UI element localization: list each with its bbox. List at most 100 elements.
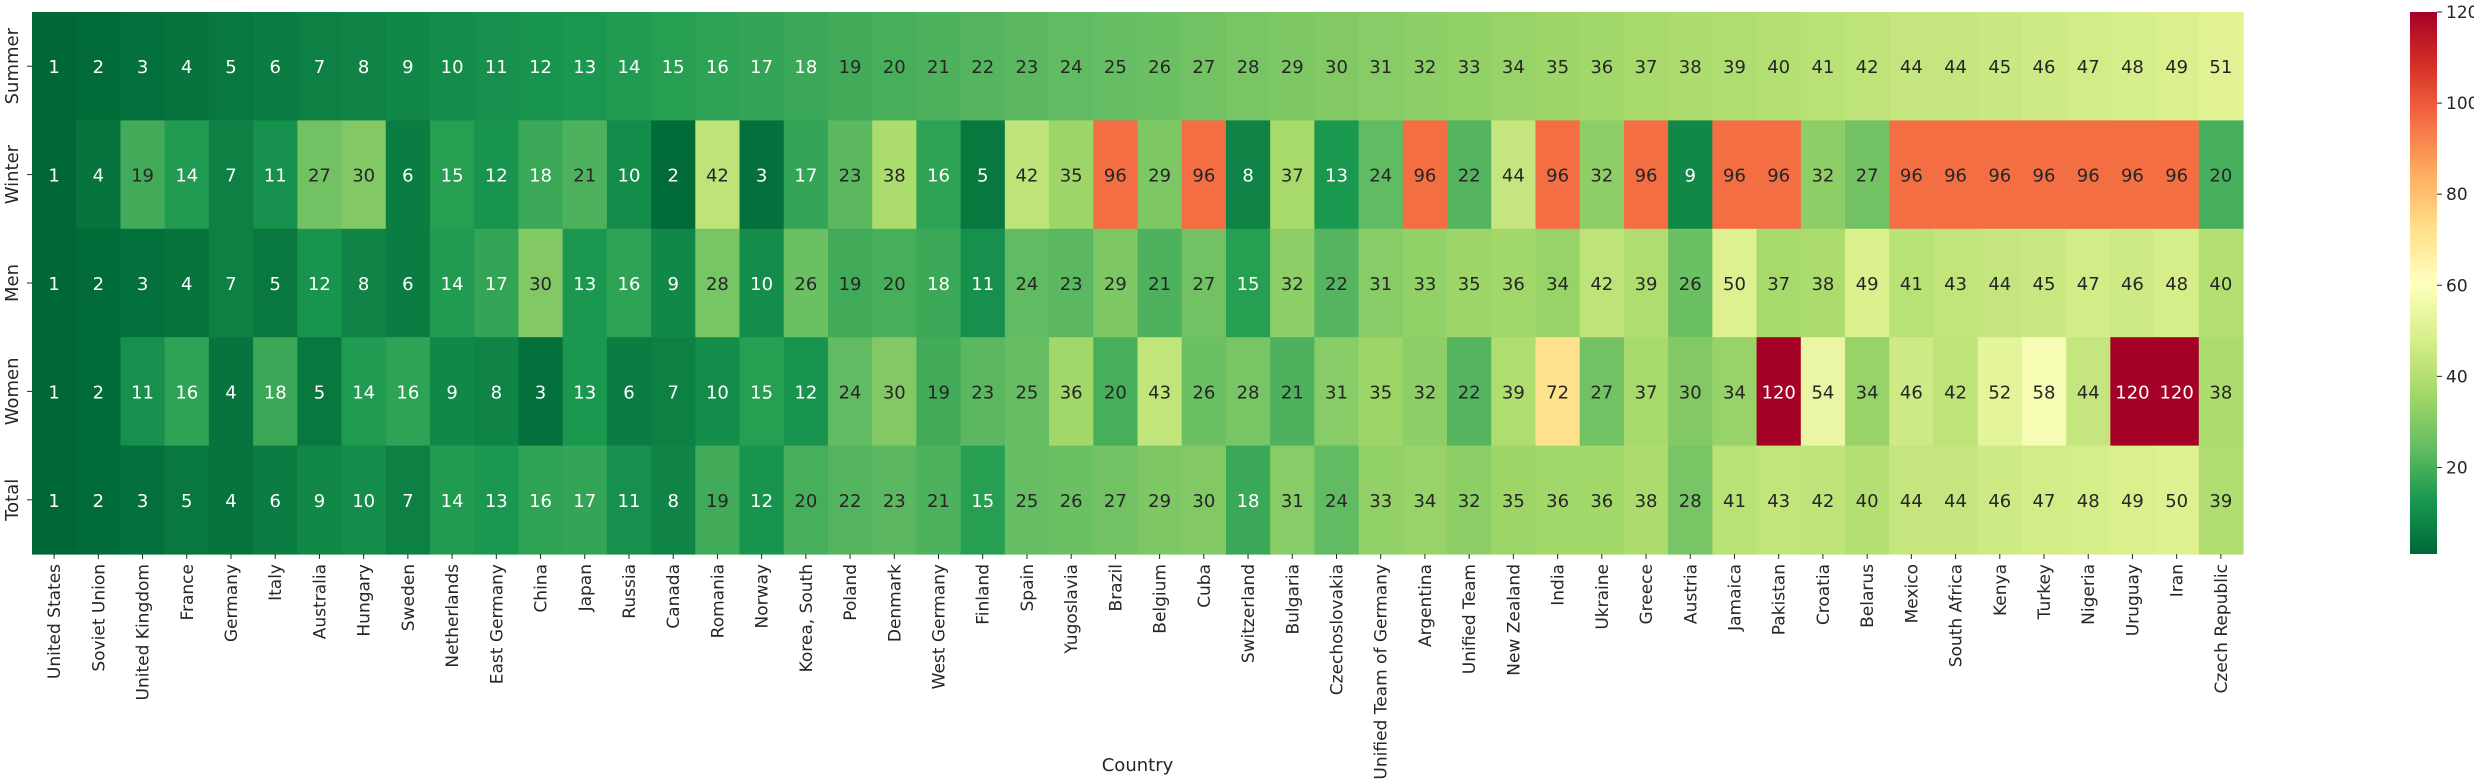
- heatmap-cell: [2198, 228, 2244, 338]
- heatmap-cell: [1314, 228, 1360, 338]
- heatmap-cell: [916, 12, 962, 121]
- heatmap-cell: [341, 120, 387, 230]
- heatmap-cell: [1845, 337, 1890, 447]
- cell-value-label: 20: [1104, 382, 1127, 403]
- cell-value-label: 24: [1015, 274, 1038, 295]
- cell-value-label: 15: [750, 382, 773, 403]
- cell-value-label: 17: [750, 57, 773, 78]
- heatmap-cell: [518, 228, 564, 338]
- heatmap-cell: [208, 228, 254, 338]
- heatmap-cell: [606, 120, 652, 230]
- cell-value-label: 20: [794, 491, 817, 512]
- cell-value-label: 4: [181, 57, 192, 78]
- heatmap-cell: [739, 445, 785, 555]
- cell-value-label: 49: [2165, 57, 2188, 78]
- heatmap-cell: [1270, 120, 1315, 230]
- cell-value-label: 14: [618, 57, 641, 78]
- cell-value-label: 5: [181, 491, 192, 512]
- cell-value-label: 16: [175, 382, 198, 403]
- heatmap-cell: [739, 337, 785, 447]
- heatmap-cell: [739, 120, 785, 230]
- heatmap-cell: [651, 337, 696, 447]
- column-label: Russia: [620, 564, 640, 619]
- cell-value-label: 30: [1192, 491, 1215, 512]
- cell-value-label: 32: [1811, 166, 1834, 187]
- cell-value-label: 12: [529, 57, 552, 78]
- cell-value-label: 20: [883, 274, 906, 295]
- column-label: Sweden: [399, 564, 419, 631]
- cell-value-label: 44: [1988, 274, 2011, 295]
- cell-value-label: 30: [529, 274, 552, 295]
- row-label: Summer: [2, 27, 23, 104]
- column-label: Netherlands: [443, 564, 463, 668]
- heatmap-cell: [253, 12, 298, 121]
- heatmap-cell: [429, 228, 475, 338]
- cell-value-label: 44: [1944, 491, 1967, 512]
- heatmap-cell: [1358, 228, 1404, 338]
- cell-value-label: 29: [1281, 57, 1304, 78]
- column-label: China: [532, 564, 552, 613]
- cell-value-label: 4: [225, 491, 236, 512]
- heatmap-cell: [1800, 445, 1846, 555]
- heatmap-cell: [385, 337, 431, 447]
- heatmap-cell: [1004, 445, 1050, 555]
- cell-value-label: 27: [1104, 491, 1127, 512]
- heatmap-cell: [960, 445, 1006, 555]
- cell-value-label: 23: [1015, 57, 1038, 78]
- heatmap-cell: [1889, 120, 1935, 230]
- heatmap-cell: [518, 12, 564, 121]
- cell-value-label: 49: [1856, 274, 1879, 295]
- cell-value-label: 50: [1723, 274, 1746, 295]
- heatmap-cell: [1491, 337, 1537, 447]
- heatmap-cell: [695, 337, 741, 447]
- cell-value-label: 27: [1856, 166, 1879, 187]
- heatmap-cell: [1668, 12, 1713, 121]
- heatmap-cell: [1093, 120, 1139, 230]
- heatmap-cell: [164, 228, 210, 338]
- cell-value-label: 8: [667, 491, 678, 512]
- column-label: Italy: [266, 564, 286, 601]
- heatmap-cell: [2110, 228, 2156, 338]
- cell-value-label: 34: [1856, 382, 1879, 403]
- heatmap-cell: [1889, 337, 1935, 447]
- heatmap-cell: [1977, 445, 2023, 555]
- heatmap-cell: [1181, 120, 1227, 230]
- cell-value-label: 24: [1060, 57, 1083, 78]
- heatmap-cell: [120, 12, 166, 121]
- cell-value-label: 11: [971, 274, 994, 295]
- heatmap-cell: [1712, 120, 1758, 230]
- heatmap-cell: [518, 445, 564, 555]
- heatmap-cell: [1181, 445, 1227, 555]
- cell-value-label: 37: [1635, 382, 1658, 403]
- cell-value-label: 34: [1723, 382, 1746, 403]
- cell-value-label: 7: [314, 57, 325, 78]
- heatmap-cell: [1491, 445, 1537, 555]
- cell-value-label: 9: [314, 491, 325, 512]
- heatmap-cell: [518, 120, 564, 230]
- cell-value-label: 10: [750, 274, 773, 295]
- cell-value-label: 21: [1281, 382, 1304, 403]
- cell-value-label: 16: [927, 166, 950, 187]
- cell-value-label: 10: [441, 57, 464, 78]
- heatmap-cell: [164, 337, 210, 447]
- heatmap-cell: [916, 337, 962, 447]
- heatmap-cell: [1623, 337, 1669, 447]
- heatmap-cell: [120, 445, 166, 555]
- heatmap-cell: [1181, 337, 1227, 447]
- column-label: Unified Team: [1460, 564, 1480, 674]
- cell-value-label: 96: [1104, 166, 1127, 187]
- heatmap-cell: [651, 12, 696, 121]
- heatmap-cell: [1623, 445, 1669, 555]
- cell-value-label: 8: [1242, 166, 1253, 187]
- cell-value-label: 22: [1458, 382, 1481, 403]
- heatmap-cell: [1314, 120, 1360, 230]
- column-label: Austria: [1681, 564, 1701, 624]
- heatmap-cell: [474, 120, 520, 230]
- heatmap-cell: [1800, 228, 1846, 338]
- heatmap-cell: [695, 445, 741, 555]
- column-label: Cuba: [1195, 564, 1215, 608]
- cell-value-label: 41: [1811, 57, 1834, 78]
- cell-value-label: 25: [1015, 491, 1038, 512]
- cell-value-label: 49: [2121, 491, 2144, 512]
- cell-value-label: 22: [1458, 166, 1481, 187]
